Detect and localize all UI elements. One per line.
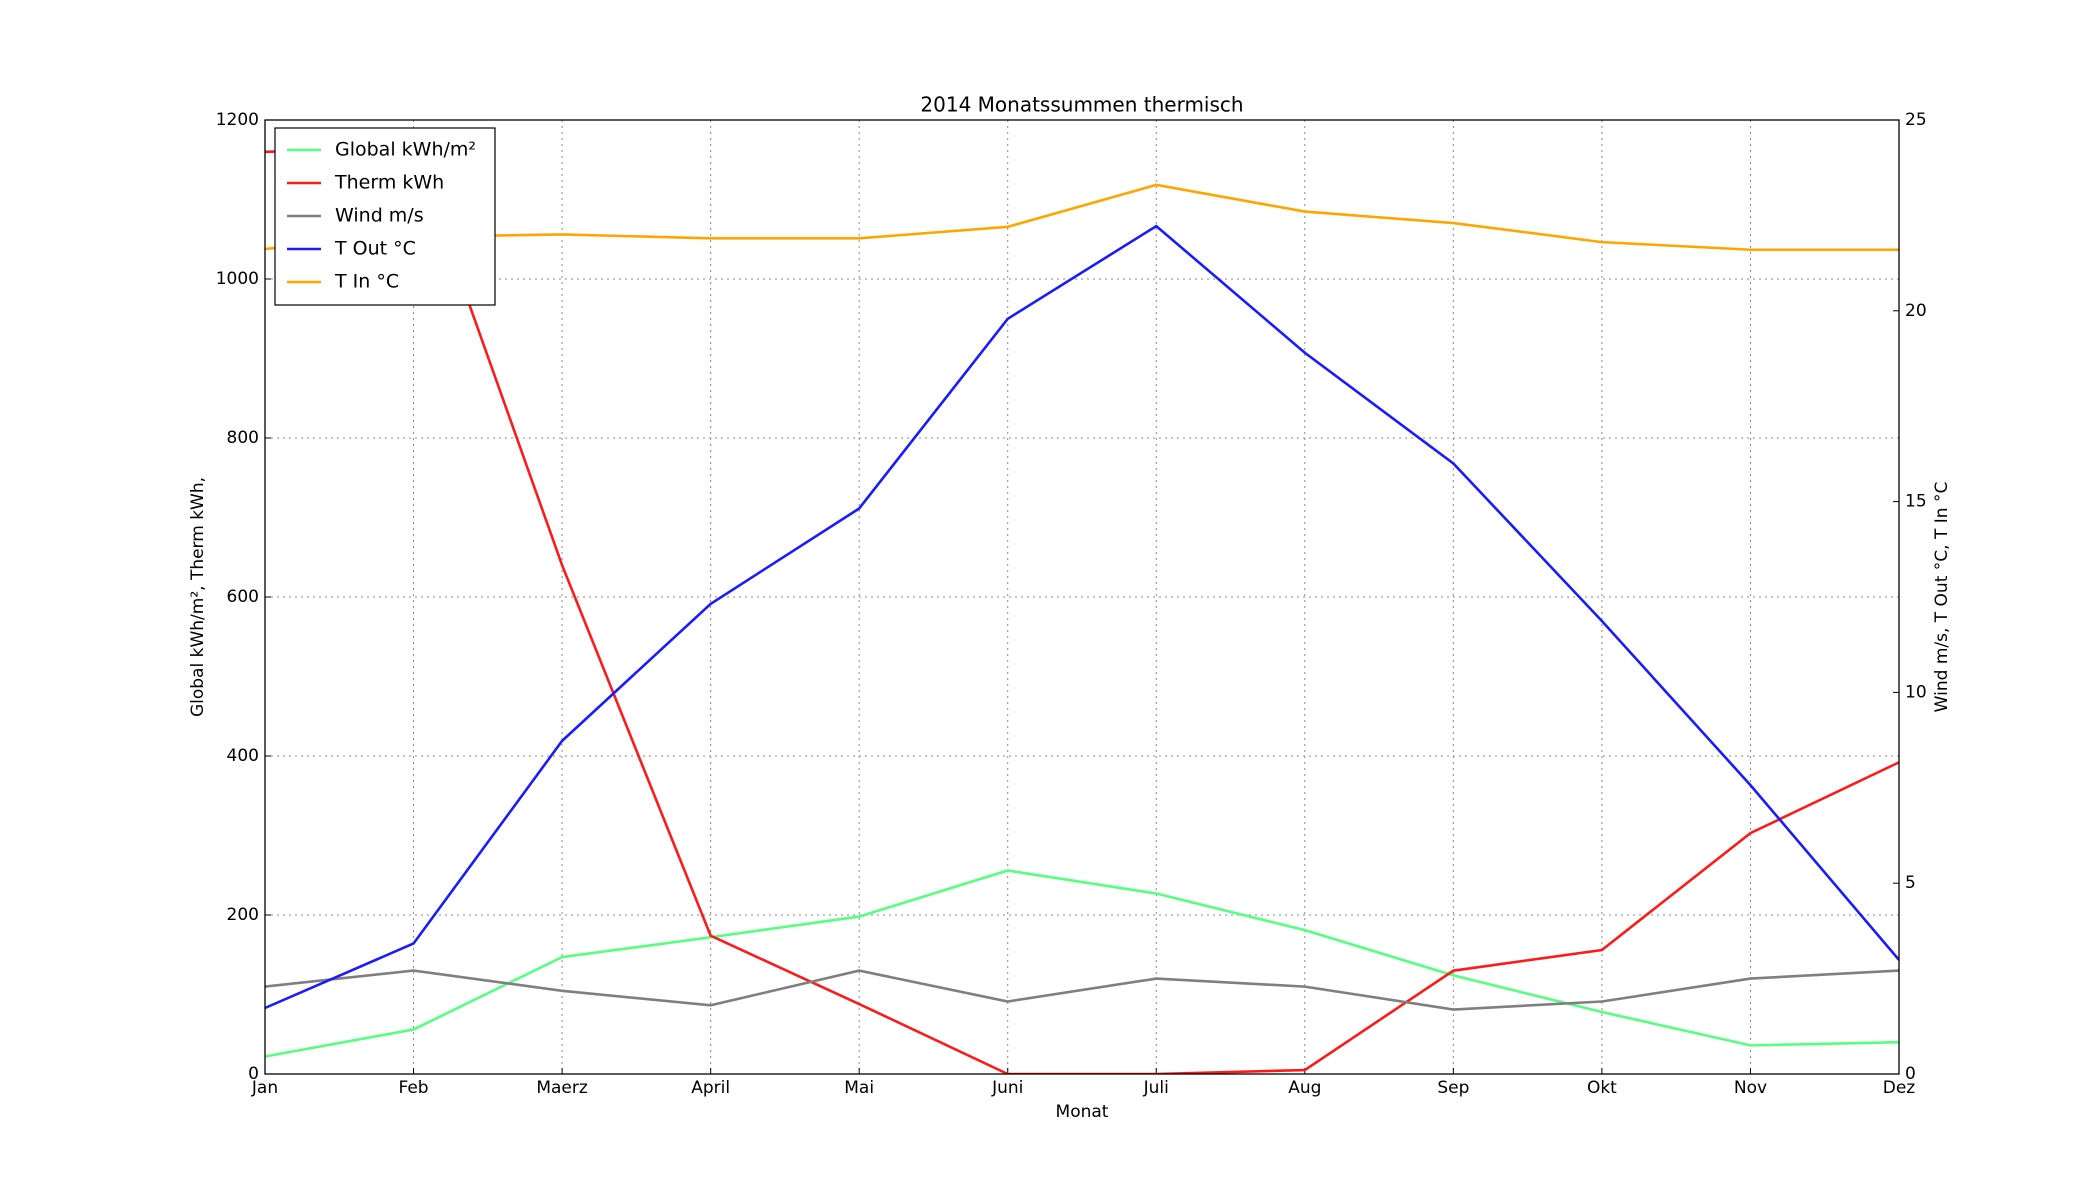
legend-label: T In °C: [334, 271, 399, 293]
y-tick-label: 1000: [216, 269, 259, 289]
legend-label: Therm kWh: [334, 172, 444, 194]
y-tick-label: 400: [227, 746, 259, 766]
x-tick-label: Jan: [251, 1078, 278, 1098]
line-series: [265, 183, 1899, 252]
x-tick-label: Okt: [1587, 1078, 1617, 1098]
x-axis-label: Monat: [1056, 1102, 1109, 1122]
y-axis-label: Global kWh/m², Therm kWh,: [188, 477, 208, 717]
chart-title: 2014 Monatssummen thermisch: [920, 93, 1243, 117]
plot-frame: [264, 119, 1900, 1075]
y2-tick-label: 5: [1905, 873, 1916, 893]
y2-tick-label: 10: [1905, 682, 1927, 702]
y-tick-label: 200: [227, 905, 259, 925]
x-tick-label: Maerz: [536, 1078, 588, 1098]
x-tick-label: Juni: [991, 1078, 1023, 1098]
line-series: [265, 224, 1899, 1010]
x-tick-label: Juli: [1143, 1078, 1169, 1098]
y2-tick-label: 15: [1905, 492, 1927, 512]
x-tick-label: Sep: [1437, 1078, 1469, 1098]
y2-axis-label: Wind m/s, T Out °C, T In °C: [1932, 482, 1952, 713]
x-tick-label: Nov: [1734, 1078, 1767, 1098]
legend-label: Global kWh/m²: [335, 139, 476, 161]
y2-tick-label: 25: [1905, 110, 1927, 130]
line-series: [265, 869, 1899, 1058]
line-series: [265, 969, 1899, 1011]
y-tick-label: 0: [248, 1064, 259, 1084]
y2-tick-label: 0: [1905, 1064, 1916, 1084]
x-tick-label: April: [691, 1078, 730, 1098]
x-tick-label: Feb: [398, 1078, 428, 1098]
legend-label: Wind m/s: [335, 205, 424, 227]
y-tick-label: 1200: [216, 110, 259, 130]
y2-tick-label: 20: [1905, 301, 1927, 321]
x-tick-label: Mai: [844, 1078, 874, 1098]
x-tick-label: Dez: [1883, 1078, 1916, 1098]
legend-label: T Out °C: [334, 238, 416, 260]
y-tick-label: 800: [227, 428, 259, 448]
x-tick-label: Aug: [1288, 1078, 1321, 1098]
line-series: [265, 146, 1899, 1074]
y-tick-label: 600: [227, 587, 259, 607]
plot-lines: [265, 146, 1899, 1074]
